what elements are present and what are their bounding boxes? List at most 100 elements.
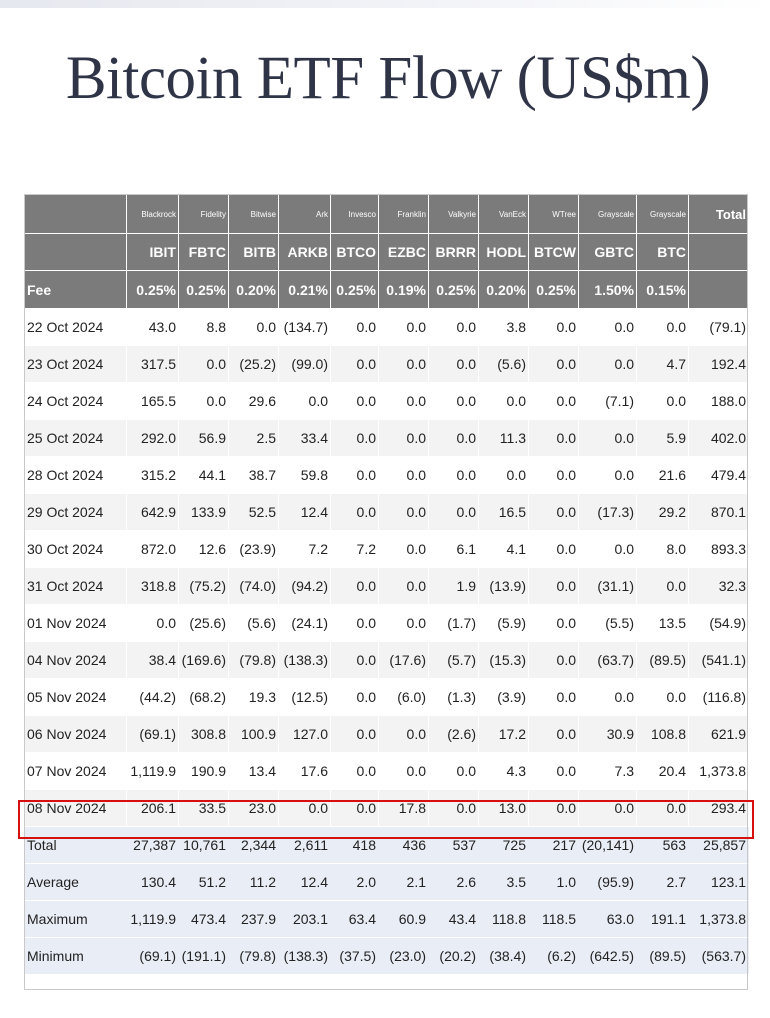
summary-cell: 118.5 bbox=[528, 900, 579, 938]
flow-cell: 33.4 bbox=[278, 419, 331, 457]
flow-cell: (5.6) bbox=[228, 604, 279, 642]
flow-cell: (169.6) bbox=[178, 641, 229, 679]
summary-cell: (79.8) bbox=[228, 937, 279, 975]
summary-cell: (642.5) bbox=[578, 937, 637, 975]
flow-cell: 23.0 bbox=[228, 789, 279, 827]
summary-cell: 63.4 bbox=[330, 900, 379, 938]
flow-cell: 56.9 bbox=[178, 419, 229, 457]
flow-cell: 0.0 bbox=[178, 382, 229, 420]
flow-cell: 0.0 bbox=[428, 752, 479, 790]
flow-cell: (12.5) bbox=[278, 678, 331, 716]
flow-cell: 0.0 bbox=[528, 456, 579, 494]
flow-cell: 0.0 bbox=[330, 715, 379, 753]
flow-cell: 13.5 bbox=[636, 604, 689, 642]
flow-cell: 6.1 bbox=[428, 530, 479, 568]
summary-row: Maximum 1,119.9 473.4 237.9 203.1 63.4 60.9 43.… bbox=[24, 900, 749, 938]
flow-cell: (44.2) bbox=[126, 678, 179, 716]
summary-cell: (38.4) bbox=[478, 937, 529, 975]
summary-row: Average 130.4 51.2 11.2 12.4 2.0 2.1 2.6 3.5 1.0(… bbox=[24, 863, 749, 901]
table-row: 01 Nov 2024 0.0 (25.6) (5.6) (24.1) 0.0 0.0 (1.… bbox=[24, 604, 749, 642]
flow-cell: 16.5 bbox=[478, 493, 529, 531]
flow-cell: 13.0 bbox=[478, 789, 529, 827]
fee-cell: 0.25% bbox=[528, 270, 579, 309]
flow-cell: 0.0 bbox=[378, 419, 429, 457]
flow-cell: 0.0 bbox=[528, 567, 579, 605]
flow-cell: 315.2 bbox=[126, 456, 179, 494]
flow-cell: 0.0 bbox=[578, 789, 637, 827]
flow-cell: 893.3 bbox=[688, 530, 749, 568]
flow-cell: (25.6) bbox=[178, 604, 229, 642]
summary-cell: 12.4 bbox=[278, 863, 331, 901]
flow-cell: 38.7 bbox=[228, 456, 279, 494]
flow-cell: 0.0 bbox=[330, 567, 379, 605]
table-row: 07 Nov 2024 1,119.9 190.9 13.4 17.6 0.0 0.0 0.0… bbox=[24, 752, 749, 790]
flow-cell: 7.2 bbox=[278, 530, 331, 568]
flow-cell: 870.1 bbox=[688, 493, 749, 531]
flow-cell: 0.0 bbox=[428, 308, 479, 346]
flow-cell: 0.0 bbox=[378, 308, 429, 346]
header-corner bbox=[24, 194, 127, 234]
table-row: 22 Oct 2024 43.0 8.8 0.0 (134.7) 0.0 0.0 0.0 3.8… bbox=[24, 308, 749, 346]
flow-cell: (7.1) bbox=[578, 382, 637, 420]
issuer-header: Grayscale bbox=[636, 194, 689, 234]
flow-cell: 0.0 bbox=[126, 604, 179, 642]
summary-cell: 1.0 bbox=[528, 863, 579, 901]
flow-cell: 19.3 bbox=[228, 678, 279, 716]
row-date: 31 Oct 2024 bbox=[24, 567, 127, 605]
table-row: 08 Nov 2024 206.1 33.5 23.0 0.0 0.0 17.8 0.0 13.… bbox=[24, 789, 749, 827]
summary-cell: 118.8 bbox=[478, 900, 529, 938]
flow-cell: 0.0 bbox=[330, 604, 379, 642]
flow-cell: 0.0 bbox=[478, 382, 529, 420]
row-date: 25 Oct 2024 bbox=[24, 419, 127, 457]
ticker-header: ARKB bbox=[278, 233, 331, 271]
issuer-header: Ark bbox=[278, 194, 331, 234]
summary-cell: 2,344 bbox=[228, 826, 279, 864]
flow-cell: 133.9 bbox=[178, 493, 229, 531]
flow-cell: (13.9) bbox=[478, 567, 529, 605]
summary-cell: (20.2) bbox=[428, 937, 479, 975]
flow-cell: 4.7 bbox=[636, 345, 689, 383]
flow-cell: 13.4 bbox=[228, 752, 279, 790]
flow-cell: (116.8) bbox=[688, 678, 749, 716]
flow-cell: 7.3 bbox=[578, 752, 637, 790]
flow-cell: (94.2) bbox=[278, 567, 331, 605]
flow-cell: 0.0 bbox=[528, 752, 579, 790]
flow-cell: 52.5 bbox=[228, 493, 279, 531]
flow-cell: 872.0 bbox=[126, 530, 179, 568]
row-date: 24 Oct 2024 bbox=[24, 382, 127, 420]
ticker-header bbox=[688, 233, 749, 271]
row-date: 01 Nov 2024 bbox=[24, 604, 127, 642]
flow-cell: (6.0) bbox=[378, 678, 429, 716]
ticker-header: BTCW bbox=[528, 233, 579, 271]
flow-cell: 20.4 bbox=[636, 752, 689, 790]
summary-cell: 27,387 bbox=[126, 826, 179, 864]
flow-cell: 0.0 bbox=[578, 419, 637, 457]
flow-cell: 0.0 bbox=[278, 382, 331, 420]
flow-cell: 308.8 bbox=[178, 715, 229, 753]
table-header: Blackrock Fidelity Bitwise Ark Invesco Frankl… bbox=[24, 194, 749, 309]
flow-cell: 0.0 bbox=[378, 715, 429, 753]
flow-cell: 190.9 bbox=[178, 752, 229, 790]
flow-cell: 43.0 bbox=[126, 308, 179, 346]
flow-cell: (3.9) bbox=[478, 678, 529, 716]
ticker-header: HODL bbox=[478, 233, 529, 271]
flow-cell: 17.6 bbox=[278, 752, 331, 790]
flow-cell: 0.0 bbox=[528, 308, 579, 346]
ticker-header: BTC bbox=[636, 233, 689, 271]
summary-cell: 2.6 bbox=[428, 863, 479, 901]
flow-cell: 0.0 bbox=[528, 345, 579, 383]
row-date: 07 Nov 2024 bbox=[24, 752, 127, 790]
flow-cell: 44.1 bbox=[178, 456, 229, 494]
flow-cell: 292.0 bbox=[126, 419, 179, 457]
flow-cell: 32.3 bbox=[688, 567, 749, 605]
flow-cell: 0.0 bbox=[428, 456, 479, 494]
summary-cell: 43.4 bbox=[428, 900, 479, 938]
flow-cell: (99.0) bbox=[278, 345, 331, 383]
flow-cell: 206.1 bbox=[126, 789, 179, 827]
summary-cell: (95.9) bbox=[578, 863, 637, 901]
flow-cell: 642.9 bbox=[126, 493, 179, 531]
header-blank bbox=[24, 233, 127, 271]
page-title: Bitcoin ETF Flow (US$m) bbox=[65, 45, 711, 112]
fee-label: Fee bbox=[24, 270, 127, 309]
ticker-header: BRRR bbox=[428, 233, 479, 271]
